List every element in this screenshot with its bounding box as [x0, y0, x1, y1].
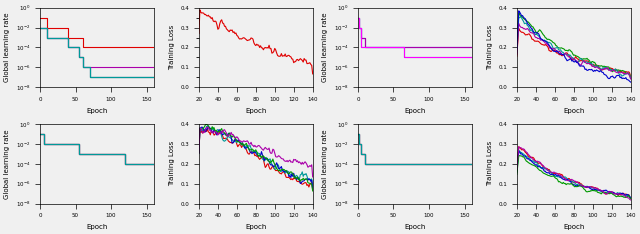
Y-axis label: Global learning rate: Global learning rate [322, 13, 328, 82]
X-axis label: Epoch: Epoch [86, 108, 108, 113]
Y-axis label: Training Loss: Training Loss [169, 141, 175, 186]
X-axis label: Epoch: Epoch [86, 224, 108, 230]
X-axis label: Epoch: Epoch [404, 108, 426, 113]
Y-axis label: Training Loss: Training Loss [487, 141, 493, 186]
Y-axis label: Global learning rate: Global learning rate [4, 129, 10, 198]
X-axis label: Epoch: Epoch [245, 108, 266, 113]
X-axis label: Epoch: Epoch [404, 224, 426, 230]
Y-axis label: Training Loss: Training Loss [487, 25, 493, 70]
Y-axis label: Global learning rate: Global learning rate [4, 13, 10, 82]
Y-axis label: Global learning rate: Global learning rate [322, 129, 328, 198]
Y-axis label: Training Loss: Training Loss [169, 25, 175, 70]
X-axis label: Epoch: Epoch [563, 224, 584, 230]
X-axis label: Epoch: Epoch [563, 108, 584, 113]
X-axis label: Epoch: Epoch [245, 224, 266, 230]
